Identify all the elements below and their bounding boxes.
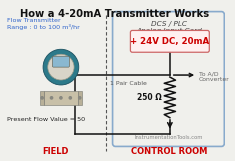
Text: FIELD: FIELD xyxy=(42,147,69,156)
Text: Present Flow Value = 50: Present Flow Value = 50 xyxy=(7,117,86,122)
Text: Flow Transmitter
Range : 0 to 100 m³/hr: Flow Transmitter Range : 0 to 100 m³/hr xyxy=(7,18,80,30)
Circle shape xyxy=(50,97,53,99)
FancyBboxPatch shape xyxy=(44,91,78,105)
FancyBboxPatch shape xyxy=(52,56,69,67)
FancyBboxPatch shape xyxy=(78,91,82,105)
Circle shape xyxy=(69,97,71,99)
Ellipse shape xyxy=(48,54,74,80)
Circle shape xyxy=(60,97,62,99)
Circle shape xyxy=(41,97,43,99)
Text: + 24V DC, 20mA: + 24V DC, 20mA xyxy=(130,37,209,46)
Text: 250 Ω: 250 Ω xyxy=(137,93,161,102)
Text: InstrumentationTools.com: InstrumentationTools.com xyxy=(135,135,203,140)
Text: CONTROL ROOM: CONTROL ROOM xyxy=(131,147,207,156)
Text: How a 4-20mA Transmitter Works: How a 4-20mA Transmitter Works xyxy=(20,9,209,19)
Ellipse shape xyxy=(43,49,79,85)
FancyBboxPatch shape xyxy=(40,91,44,105)
Text: DCS / PLC
Analog Input Card: DCS / PLC Analog Input Card xyxy=(136,20,202,34)
Text: To A/D
Converter: To A/D Converter xyxy=(199,71,230,82)
Circle shape xyxy=(78,97,81,99)
Text: 1 Pair Cable: 1 Pair Cable xyxy=(110,81,147,86)
FancyBboxPatch shape xyxy=(130,30,209,52)
